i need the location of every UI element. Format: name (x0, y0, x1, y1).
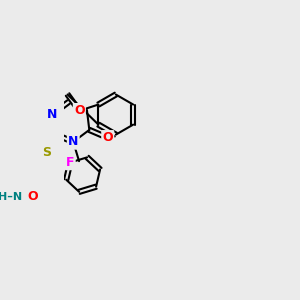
Text: N: N (68, 135, 78, 148)
Text: O: O (103, 131, 113, 144)
Text: H–N: H–N (0, 192, 22, 202)
Text: O: O (28, 190, 38, 202)
Text: F: F (66, 156, 74, 169)
Text: N: N (47, 108, 58, 121)
Text: O: O (74, 104, 85, 117)
Text: S: S (42, 146, 51, 159)
